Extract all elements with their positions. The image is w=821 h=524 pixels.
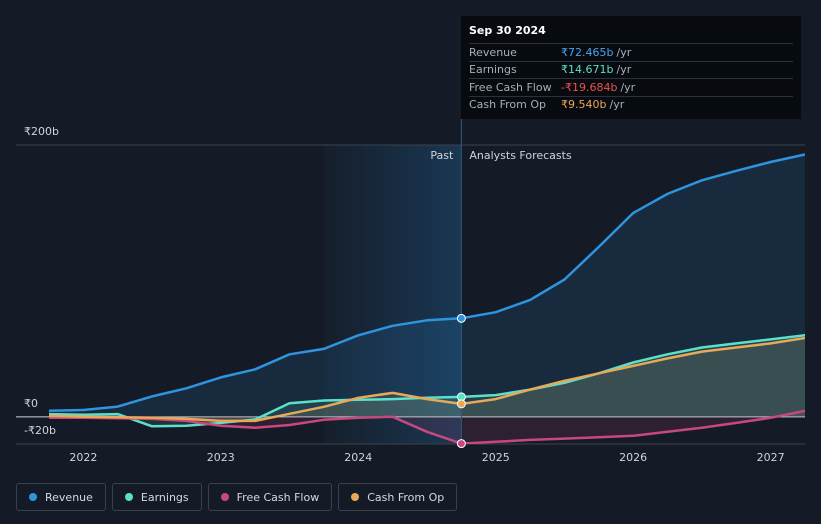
tooltip-row: Free Cash Flow -₹19.684b/yr: [469, 78, 793, 96]
highlight-dot: [456, 313, 466, 323]
legend-swatch: [124, 493, 133, 501]
x-tick-label: 2023: [207, 451, 235, 464]
tooltip-value: ₹14.671b: [561, 63, 614, 77]
tooltip-unit: /yr: [609, 98, 625, 112]
legend-label: Earnings: [140, 490, 189, 504]
series-line: [48, 334, 805, 428]
forecast-label: Analysts Forecasts: [469, 149, 572, 162]
legend-swatch: [220, 493, 229, 501]
tooltip-value: ₹9.540b: [561, 98, 607, 112]
legend-item[interactable]: Earnings: [111, 483, 202, 511]
y-tick-label: ₹200b: [24, 125, 59, 138]
legend-label: Free Cash Flow: [236, 490, 320, 504]
tooltip-date: Sep 30 2024: [469, 24, 546, 37]
series-line: [49, 409, 805, 444]
tooltip-label: Earnings: [469, 63, 517, 77]
legend-item[interactable]: Cash From Op: [338, 483, 458, 511]
legend-swatch: [29, 493, 37, 501]
past-label: Past: [430, 149, 454, 162]
y-tick-label: ₹0: [24, 397, 38, 410]
tooltip: Sep 30 2024 Revenue ₹72.465b/yr Earnings ₹1…: [461, 16, 801, 119]
tooltip-row: Cash From Op ₹9.540b/yr: [469, 95, 793, 114]
x-tick-label: 2025: [482, 451, 510, 464]
tooltip-label: Free Cash Flow: [469, 80, 552, 94]
series-area: [49, 338, 805, 421]
legend-item[interactable]: Revenue: [16, 483, 106, 511]
tooltip-label: Cash From Op: [469, 98, 547, 112]
x-tick-label: 2022: [69, 451, 97, 464]
series-area: [49, 335, 805, 427]
x-tick-label: 2024: [344, 451, 372, 464]
series-area: [49, 154, 805, 417]
tooltip-value: ₹72.465b: [561, 45, 614, 59]
x-tick-label: 2027: [757, 451, 785, 464]
tooltip-row: Revenue ₹72.465b/yr: [469, 43, 793, 61]
legend-label: Cash From Op: [367, 490, 445, 504]
tooltip-unit: /yr: [616, 45, 632, 59]
highlight-dot: [456, 399, 466, 409]
legend-item[interactable]: Free Cash Flow: [207, 483, 333, 511]
tooltip-unit: /yr: [616, 63, 632, 77]
x-tick-label: 2026: [619, 451, 647, 464]
tooltip-value: -₹19.684b: [561, 80, 618, 94]
highlight-dot: [456, 439, 466, 449]
tooltip-label: Revenue: [469, 45, 517, 59]
tooltip-unit: /yr: [620, 80, 636, 94]
y-tick-label: -₹20b: [24, 424, 56, 437]
series-line: [48, 153, 805, 413]
plot-area: [48, 153, 805, 444]
tooltip-row: Earnings ₹14.671b/yr: [469, 60, 793, 79]
series-line: [48, 336, 805, 423]
legend-label: Revenue: [45, 490, 93, 504]
legend: Revenue Earnings Free Cash Flow Cash From O…: [16, 483, 458, 511]
legend-swatch: [351, 493, 360, 501]
